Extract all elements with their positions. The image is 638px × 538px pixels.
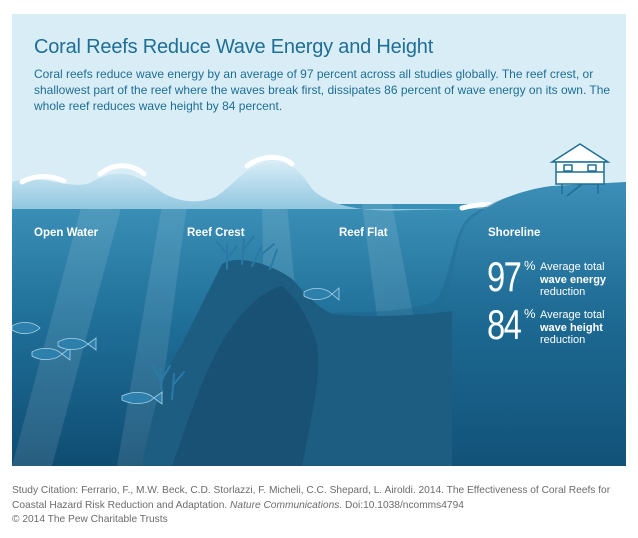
stat-energy-label: Average total wave energy reduction bbox=[540, 261, 625, 299]
stat-height-value: 84 bbox=[487, 301, 522, 348]
stat-energy-unit: % bbox=[524, 258, 536, 273]
surface-waves bbox=[12, 161, 626, 211]
stat-height-line3: reduction bbox=[540, 334, 586, 346]
coral-icon bbox=[151, 235, 278, 400]
reef-shading bbox=[172, 286, 319, 466]
citation-doi: Doi:10.1038/ncomms4794 bbox=[345, 499, 464, 511]
house-icon bbox=[549, 143, 611, 197]
stat-energy-value: 97 bbox=[487, 253, 522, 300]
stat-wave-energy: 97 % Average total wave energy reduction bbox=[487, 256, 622, 306]
stat-wave-height: 84 % Average total wave height reduction bbox=[487, 304, 622, 354]
infographic-panel: Coral Reefs Reduce Wave Energy and Heigh… bbox=[12, 14, 626, 466]
stat-energy-line1: Average total bbox=[540, 261, 605, 273]
page-title: Coral Reefs Reduce Wave Energy and Heigh… bbox=[34, 36, 434, 58]
zone-label-shoreline: Shoreline bbox=[488, 227, 541, 239]
zone-label-reef-crest: Reef Crest bbox=[187, 227, 245, 239]
stat-height-label: Average total wave height reduction bbox=[540, 309, 625, 347]
stat-height-line2: wave height bbox=[540, 321, 603, 334]
intro-paragraph: Coral reefs reduce wave energy by an ave… bbox=[34, 67, 611, 113]
citation-journal: Nature Communications. bbox=[230, 499, 343, 511]
wave-foam bbox=[19, 155, 507, 211]
stat-energy-line2: wave energy bbox=[540, 273, 607, 286]
stat-height-line1: Average total bbox=[540, 309, 605, 321]
stat-height-unit: % bbox=[524, 306, 536, 321]
reef-scene bbox=[12, 143, 626, 466]
fish-icon bbox=[12, 287, 340, 405]
zone-label-open-water: Open Water bbox=[34, 227, 99, 239]
zone-label-reef-flat: Reef Flat bbox=[339, 227, 388, 239]
shore-slope bbox=[392, 182, 626, 317]
copyright: © 2014 The Pew Charitable Trusts bbox=[12, 514, 168, 525]
citation: Study Citation: Ferrario, F., M.W. Beck,… bbox=[12, 484, 626, 528]
citation-text: Study Citation: Ferrario, F., M.W. Beck,… bbox=[12, 485, 611, 511]
stat-energy-line3: reduction bbox=[540, 286, 586, 298]
